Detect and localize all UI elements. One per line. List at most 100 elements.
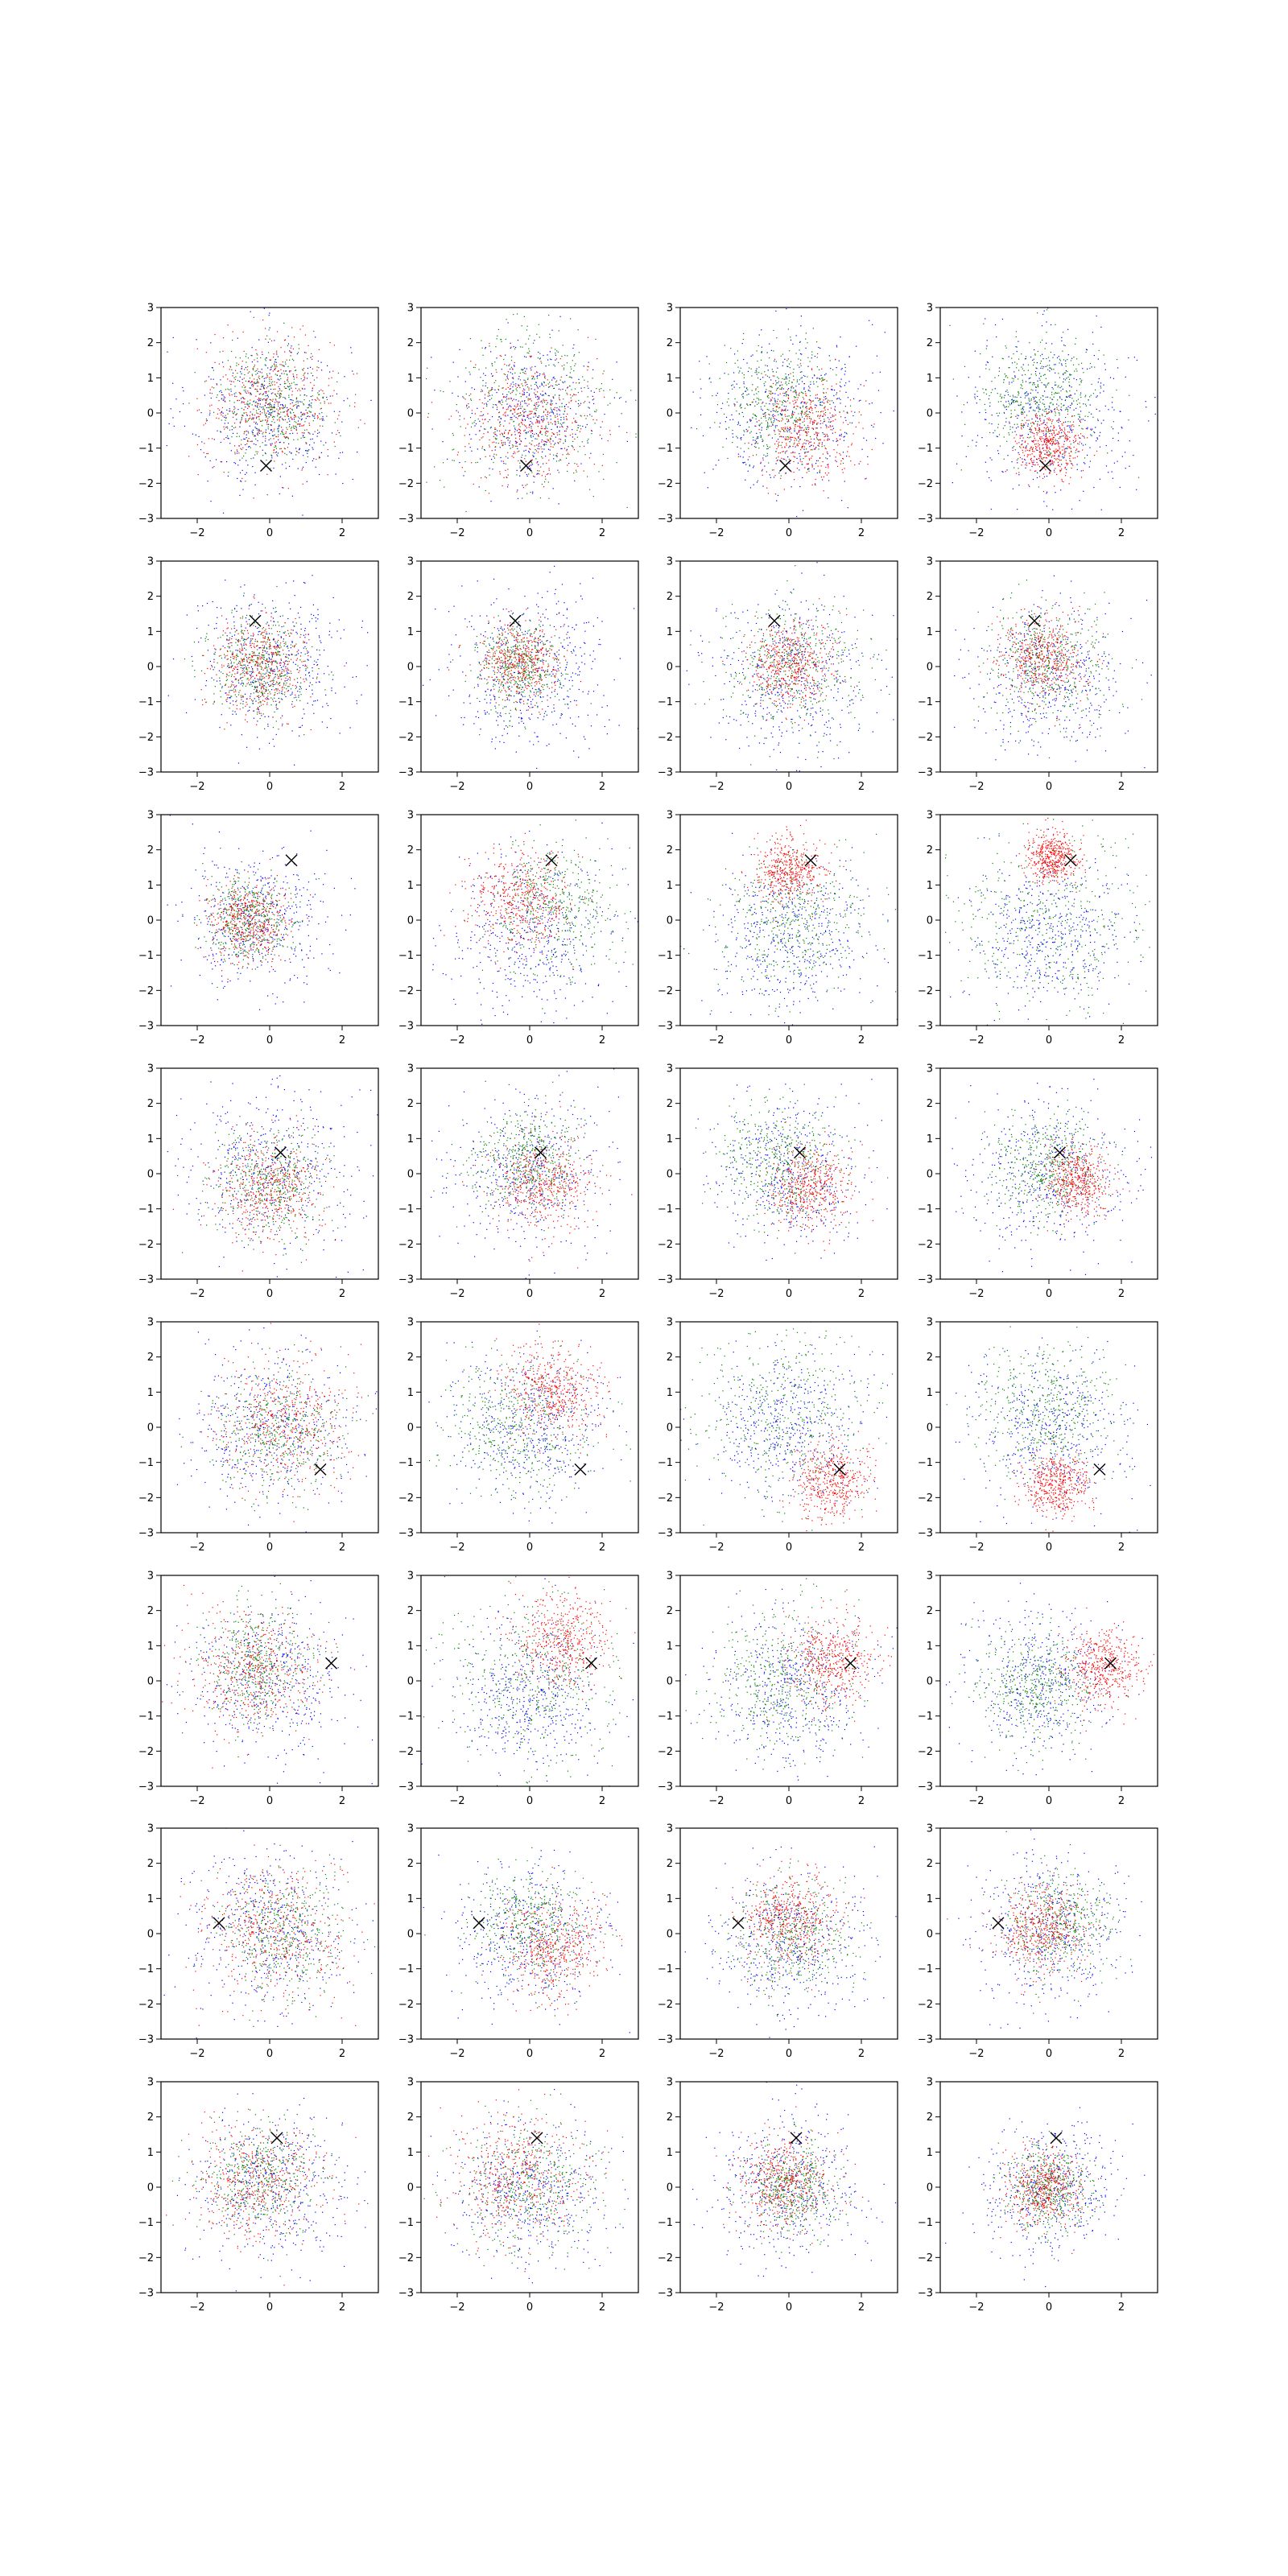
point	[344, 376, 345, 378]
point	[262, 442, 263, 444]
point	[766, 445, 769, 448]
point	[283, 407, 285, 408]
point	[1037, 312, 1038, 314]
point	[313, 379, 316, 381]
point	[322, 396, 324, 398]
point	[1059, 358, 1061, 360]
point	[281, 403, 283, 406]
point	[278, 431, 279, 432]
point	[770, 417, 772, 419]
point	[513, 313, 514, 316]
point	[799, 353, 802, 355]
y-tick-label: −2	[138, 478, 154, 490]
point	[1049, 402, 1051, 404]
point	[1017, 417, 1018, 419]
point	[543, 486, 545, 488]
point	[524, 472, 526, 473]
point	[287, 345, 289, 347]
point	[284, 404, 287, 406]
point	[543, 419, 545, 421]
point	[518, 423, 520, 425]
point	[812, 445, 815, 447]
point	[543, 418, 545, 419]
point	[527, 431, 529, 433]
point	[826, 427, 828, 428]
point	[756, 454, 758, 456]
point	[573, 369, 575, 372]
point	[494, 437, 496, 439]
point	[279, 395, 281, 397]
point	[250, 458, 252, 460]
point	[1098, 349, 1100, 352]
point	[764, 465, 766, 467]
point	[842, 458, 844, 460]
point	[770, 349, 773, 351]
point	[293, 336, 295, 338]
point	[1063, 440, 1065, 442]
point	[1022, 425, 1023, 427]
point	[492, 375, 493, 377]
point	[559, 439, 562, 440]
point	[338, 457, 340, 459]
point	[850, 460, 852, 462]
y-tick-label: −1	[398, 443, 414, 455]
point	[464, 435, 465, 436]
point	[1090, 428, 1092, 430]
point	[211, 386, 213, 388]
point	[475, 364, 477, 365]
point	[508, 391, 510, 393]
point	[487, 413, 489, 415]
point	[507, 452, 509, 453]
point	[826, 425, 828, 427]
point	[1090, 434, 1092, 436]
point	[277, 370, 279, 373]
point	[489, 474, 490, 476]
point	[287, 410, 289, 411]
point	[505, 469, 506, 471]
point	[255, 349, 257, 351]
point	[246, 402, 248, 404]
point	[808, 399, 810, 401]
point	[273, 449, 275, 452]
point	[806, 440, 807, 442]
point	[598, 389, 601, 390]
point	[531, 472, 533, 473]
point	[1051, 391, 1053, 393]
point	[539, 353, 541, 354]
point	[767, 435, 770, 436]
point	[1049, 370, 1051, 372]
point	[266, 423, 268, 425]
point	[307, 412, 308, 415]
point	[1029, 428, 1030, 431]
point	[297, 439, 299, 440]
point	[443, 390, 444, 393]
point	[275, 361, 277, 363]
point	[1074, 370, 1075, 372]
point	[262, 436, 264, 437]
point	[1048, 405, 1050, 407]
point	[293, 416, 295, 419]
point	[1032, 478, 1034, 481]
point	[815, 478, 816, 481]
point	[266, 473, 268, 475]
point	[510, 393, 511, 394]
point	[309, 405, 311, 407]
point	[774, 393, 776, 394]
point	[1013, 446, 1014, 448]
point	[1046, 384, 1048, 386]
point	[252, 434, 254, 436]
point	[518, 438, 521, 440]
point	[1025, 392, 1026, 394]
point	[975, 386, 976, 388]
point	[272, 370, 274, 372]
point	[482, 373, 485, 374]
point	[544, 408, 547, 410]
point	[499, 355, 501, 357]
point	[196, 339, 197, 341]
point	[520, 440, 522, 443]
point	[762, 413, 764, 415]
point	[270, 454, 272, 456]
point	[756, 350, 758, 352]
point	[295, 428, 297, 431]
point	[1011, 362, 1013, 364]
